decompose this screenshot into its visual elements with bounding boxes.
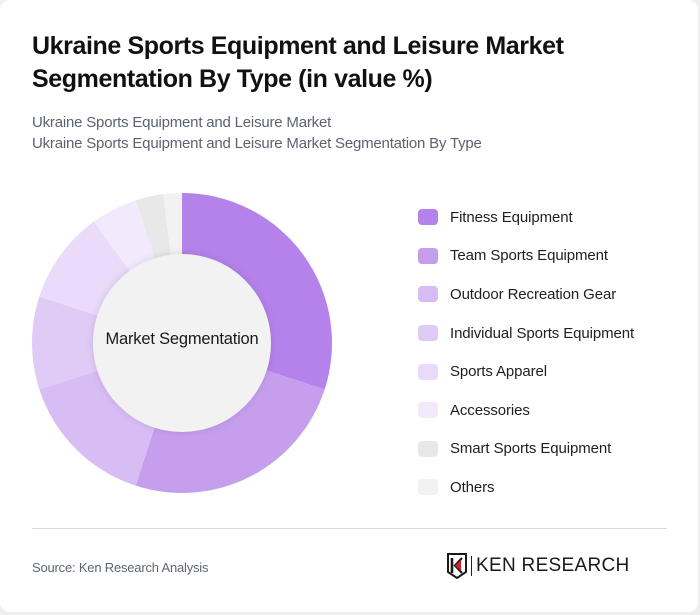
chart-title: Ukraine Sports Equipment and Leisure Mar…	[32, 32, 564, 93]
legend-label: Outdoor Recreation Gear	[450, 285, 617, 303]
donut-hole	[93, 254, 271, 432]
legend-label: Team Sports Equipment	[450, 247, 608, 265]
legend-swatch	[418, 402, 438, 419]
source-note: Source: Ken Research Analysis	[32, 560, 209, 575]
legend-item-team-sports-equipment[interactable]: Team Sports Equipment	[418, 237, 634, 276]
footer-divider	[32, 528, 667, 529]
legend-label: Fitness Equipment	[450, 208, 573, 226]
legend-swatch	[418, 209, 438, 226]
legend-item-individual-sports-equipment[interactable]: Individual Sports Equipment	[418, 314, 634, 353]
legend-label: Accessories	[450, 401, 530, 419]
legend-label: Smart Sports Equipment	[450, 440, 612, 458]
legend-item-sports-apparel[interactable]: Sports Apparel	[418, 352, 634, 391]
logo-wordmark: KEN RESEARCH	[476, 555, 630, 576]
legend-item-fitness-equipment[interactable]: Fitness Equipment	[418, 198, 634, 237]
legend-item-outdoor-recreation-gear[interactable]: Outdoor Recreation Gear	[418, 275, 634, 314]
legend-swatch	[418, 247, 438, 264]
legend-item-others[interactable]: Others	[418, 468, 634, 507]
legend-item-smart-sports-equipment[interactable]: Smart Sports Equipment	[418, 430, 634, 469]
donut-center-label: Market Segmentation	[105, 330, 259, 348]
legend-label: Individual Sports Equipment	[450, 324, 635, 342]
legend-swatch	[418, 325, 438, 342]
donut-chart: Market Segmentation	[0, 170, 380, 520]
chart-legend: Fitness Equipment Team Sports Equipment …	[418, 198, 634, 507]
legend-swatch	[418, 363, 438, 380]
donut-chart-svg	[32, 193, 332, 493]
chart-subtitle: Ukraine Sports Equipment and Leisure Mar…	[32, 112, 652, 154]
legend-item-accessories[interactable]: Accessories	[418, 391, 634, 430]
legend-swatch	[418, 479, 438, 496]
legend-swatch	[418, 286, 438, 303]
legend-label: Others	[450, 478, 495, 496]
subtitle-line-2: Ukraine Sports Equipment and Leisure Mar…	[32, 135, 482, 152]
subtitle-line-1: Ukraine Sports Equipment and Leisure Mar…	[32, 114, 332, 131]
legend-swatch	[418, 440, 438, 457]
legend-label: Sports Apparel	[450, 363, 547, 381]
logo-separator	[471, 556, 472, 576]
ken-research-logo[interactable]: KEN RESEARCH	[447, 553, 630, 579]
ken-research-shield-icon	[447, 553, 467, 579]
